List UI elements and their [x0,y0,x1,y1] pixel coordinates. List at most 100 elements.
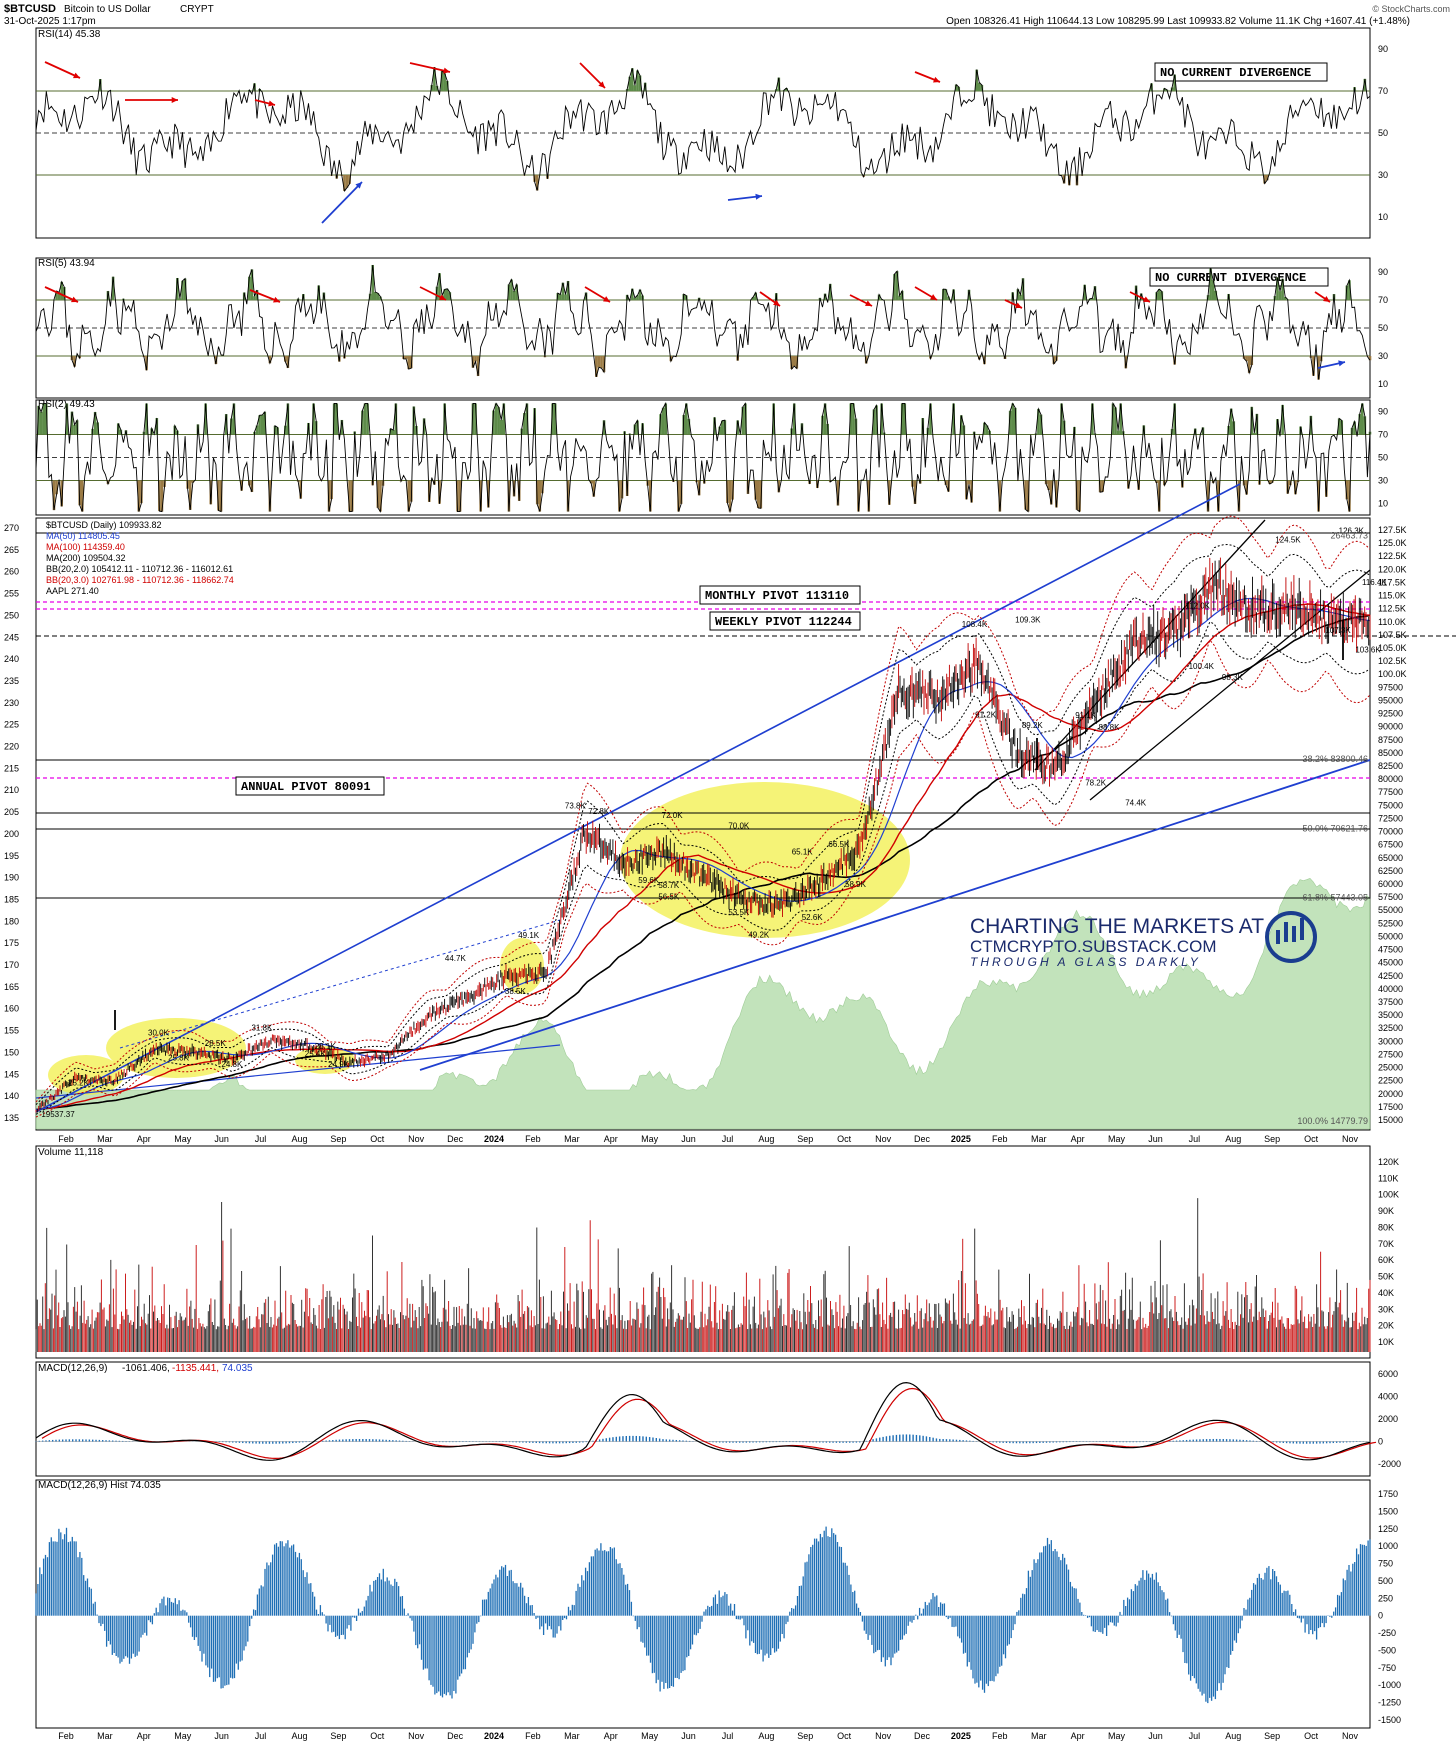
price-left-tick: 270 [4,523,19,533]
macd-hist-tick: -750 [1378,1663,1396,1673]
consolidation-zone [48,1055,124,1095]
x-axis-label: Jun [681,1731,696,1741]
rsi2-tick: 90 [1378,407,1388,417]
x-axis-label: Dec [447,1731,464,1741]
volume-tick: 90K [1378,1206,1394,1216]
macd-hist-tick: -250 [1378,1628,1396,1638]
price-right-tick: 40000 [1378,984,1403,994]
macd-hist-tick: 1500 [1378,1506,1398,1516]
aapl-area [35,877,1371,1130]
macd-hist-tick: 750 [1378,1559,1393,1569]
price-left-tick: 260 [4,567,19,577]
rsi5-divergence-arrow-head [603,296,610,302]
aapl-area-fill [35,877,1371,1130]
price-annotation: 73.8K [565,802,587,811]
rsi5-line [35,264,1371,380]
ma200-line [35,614,1371,1111]
price-left-tick: 180 [4,916,19,926]
price-right-tick: 92500 [1378,709,1403,719]
rsi5-tick: 50 [1378,323,1388,333]
macd-tick: 4000 [1378,1392,1398,1402]
macd-signal-value: -1135.441, [172,1363,219,1374]
price-right-tick: 120.0K [1378,564,1407,574]
rsi2-tick: 10 [1378,499,1388,509]
price-annotation: 116.4K [1362,578,1387,587]
price-panel: 127.5K 125.0K 122.5K 120.0K 117.5K 115.0K 112.… [4,483,1456,1130]
x-axis-label: Mar [97,1134,113,1144]
price-annotation: 112.0K [1185,601,1210,610]
volume-tick: 30K [1378,1304,1394,1314]
price-left-tick: 210 [4,785,19,795]
panel-frames [35,27,1371,1729]
legend-item: BB(20,3.0) 102761.98 - 110712.36 - 11866… [46,575,234,585]
x-axis-label: Oct [837,1731,852,1741]
x-axis-label: Nov [875,1134,892,1144]
trend-line [119,919,561,1049]
legend-item: AAPL 271.40 [46,586,99,596]
x-axis-label: Jul [1189,1134,1201,1144]
volume-tick: 40K [1378,1288,1394,1298]
x-axis-label: Jul [722,1731,734,1741]
legend-item: MA(50) 114805.45 [46,531,120,541]
weekly-pivot-label: WEEKLY PIVOT 112244 [715,615,852,629]
price-annotation: 28.1K [315,1042,337,1051]
rsi14-title: RSI(14) 45.38 [38,29,101,40]
price-left-tick: 150 [4,1047,19,1057]
price-right-tick: 87500 [1378,735,1403,745]
price-annotation: 19537.37 [41,1110,75,1119]
macd-hist-tick: 1000 [1378,1541,1398,1551]
x-axis-label: Mar [564,1134,580,1144]
price-annotation: 91.1K [1075,711,1097,720]
ma100-line [35,603,1371,1111]
price-annotation: 58.7K [658,881,680,890]
price-right-tick: 22500 [1378,1076,1403,1086]
price-annotation: 28.5K [205,1039,227,1048]
price-annotation: 25.4K [305,1050,327,1059]
rsi14-divergence-arrow-head [171,96,178,104]
price-right-tick: 97500 [1378,682,1403,692]
price-right-tick: 85000 [1378,748,1403,758]
price-right-tick: 25000 [1378,1063,1403,1073]
price-right-tick: 50000 [1378,931,1403,941]
x-axis-label: Oct [370,1134,385,1144]
bb2-lower-band [35,621,1371,1115]
price-annotation: 59.6K [638,876,660,885]
price-annotation: 88.8K [1099,723,1121,732]
rsi5-divergence-arrow-head [1143,296,1150,302]
x-axis-label: Nov [875,1731,892,1741]
x-axis-label: Nov [1342,1134,1359,1144]
x-axis-label: Jul [255,1731,267,1741]
x-axis-label: Apr [137,1134,151,1144]
x-axis-label: 2024 [484,1134,504,1144]
macd-signal-line [41,1387,1377,1460]
x-axis-label: Aug [1225,1731,1241,1741]
price-right-tick: 47500 [1378,945,1403,955]
macd-hist-tick: 1750 [1378,1489,1398,1499]
price-right-tick: 57500 [1378,892,1403,902]
price-annotation: 30.0K [148,1029,170,1038]
price-annotation: 56.5K [658,892,680,901]
rsi14-divergence-arrow-head [755,193,762,200]
rsi14-divergence-arrow-head [933,76,940,83]
x-axis-label: Jun [1148,1134,1163,1144]
rsi14-tick: 90 [1378,44,1388,54]
rsi14-note: NO CURRENT DIVERGENCE [1160,66,1311,80]
x-axis-label: Jul [1189,1731,1201,1741]
price-annotation: 52.6K [802,913,824,922]
macd-value: -1061.406, [122,1363,170,1374]
legend-item: $BTCUSD (Daily) 109933.82 [46,520,162,530]
symbol-name: Bitcoin to US Dollar [64,4,151,15]
volume-tick: 80K [1378,1222,1394,1232]
watermark-line2: CTMCRYPTO.SUBSTACK.COM [970,937,1217,956]
rsi5-note-box: NO CURRENT DIVERGENCE [1149,267,1329,287]
price-annotation: 24.9K [328,1060,350,1069]
price-left-tick: 250 [4,610,19,620]
x-axis-label: Oct [370,1731,385,1741]
price-right-tick: 72500 [1378,813,1403,823]
support-line [35,1044,561,1099]
price-annotation: 78.2K [1085,779,1107,788]
x-axis-label: Feb [58,1134,74,1144]
price-right-tick: 75000 [1378,800,1403,810]
price-annotation: 53.5K [728,908,750,917]
macd-hist-tick: -1000 [1378,1680,1401,1690]
